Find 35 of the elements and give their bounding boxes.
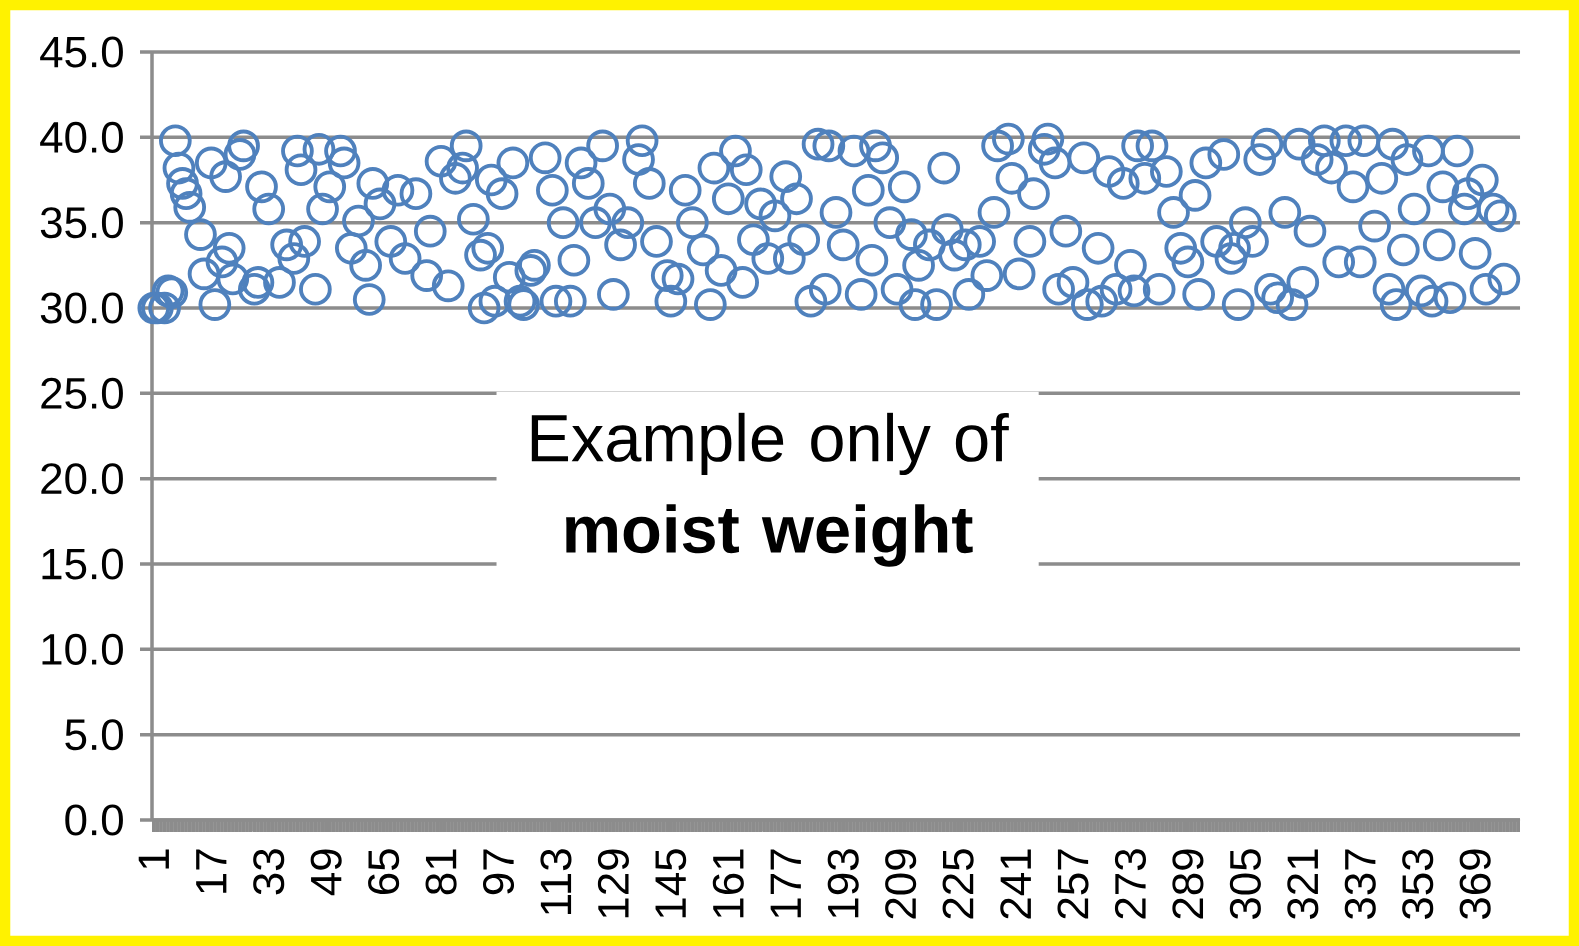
x-tick-label: 177 bbox=[770, 849, 801, 918]
x-tick-label: 289 bbox=[1172, 849, 1204, 919]
y-tick-label: 20.0 bbox=[41, 463, 123, 495]
x-tick-label: 305 bbox=[1229, 849, 1261, 919]
x-tick-label: 145 bbox=[655, 849, 687, 918]
y-tick-label: 10.0 bbox=[42, 633, 123, 665]
x-tick-label: 321 bbox=[1287, 849, 1319, 919]
y-tick-label: 35.0 bbox=[40, 207, 123, 239]
x-tick-label: 65 bbox=[368, 849, 400, 895]
y-tick-label: 5.0 bbox=[65, 719, 123, 751]
x-tick-label: 209 bbox=[885, 849, 917, 919]
annotation: Example only of moist weight bbox=[531, 412, 1009, 567]
x-tick-label: 33 bbox=[253, 849, 285, 895]
x-tick-label: 257 bbox=[1057, 849, 1089, 919]
x-tick-label: 161 bbox=[712, 849, 744, 918]
x-tick-label: 193 bbox=[827, 849, 859, 918]
x-tick-label: 49 bbox=[310, 849, 342, 896]
y-tick-label: 45.0 bbox=[40, 36, 123, 68]
x-tick-label: 353 bbox=[1402, 849, 1434, 919]
x-tick-label: 369 bbox=[1459, 849, 1491, 919]
x-tick-label: 225 bbox=[942, 849, 974, 919]
x-tick-label: 273 bbox=[1114, 849, 1147, 919]
y-tick-label: 0.0 bbox=[65, 804, 123, 836]
x-tick-label: 17 bbox=[196, 849, 227, 893]
x-tick-label: 129 bbox=[597, 849, 629, 918]
x-tick-label: 113 bbox=[540, 849, 572, 915]
x-tick-label: 97 bbox=[482, 849, 515, 895]
x-tick-label: 337 bbox=[1344, 849, 1376, 919]
y-tick-label: 15.0 bbox=[42, 548, 123, 580]
y-tick-label: 30.0 bbox=[40, 292, 123, 324]
x-tick-label: 241 bbox=[1000, 849, 1031, 919]
y-tick-label: 25.0 bbox=[41, 377, 123, 409]
x-tick-label: 81 bbox=[425, 849, 457, 895]
x-tick-label: 1 bbox=[138, 849, 169, 869]
y-tick-label: 40.0 bbox=[40, 121, 123, 153]
